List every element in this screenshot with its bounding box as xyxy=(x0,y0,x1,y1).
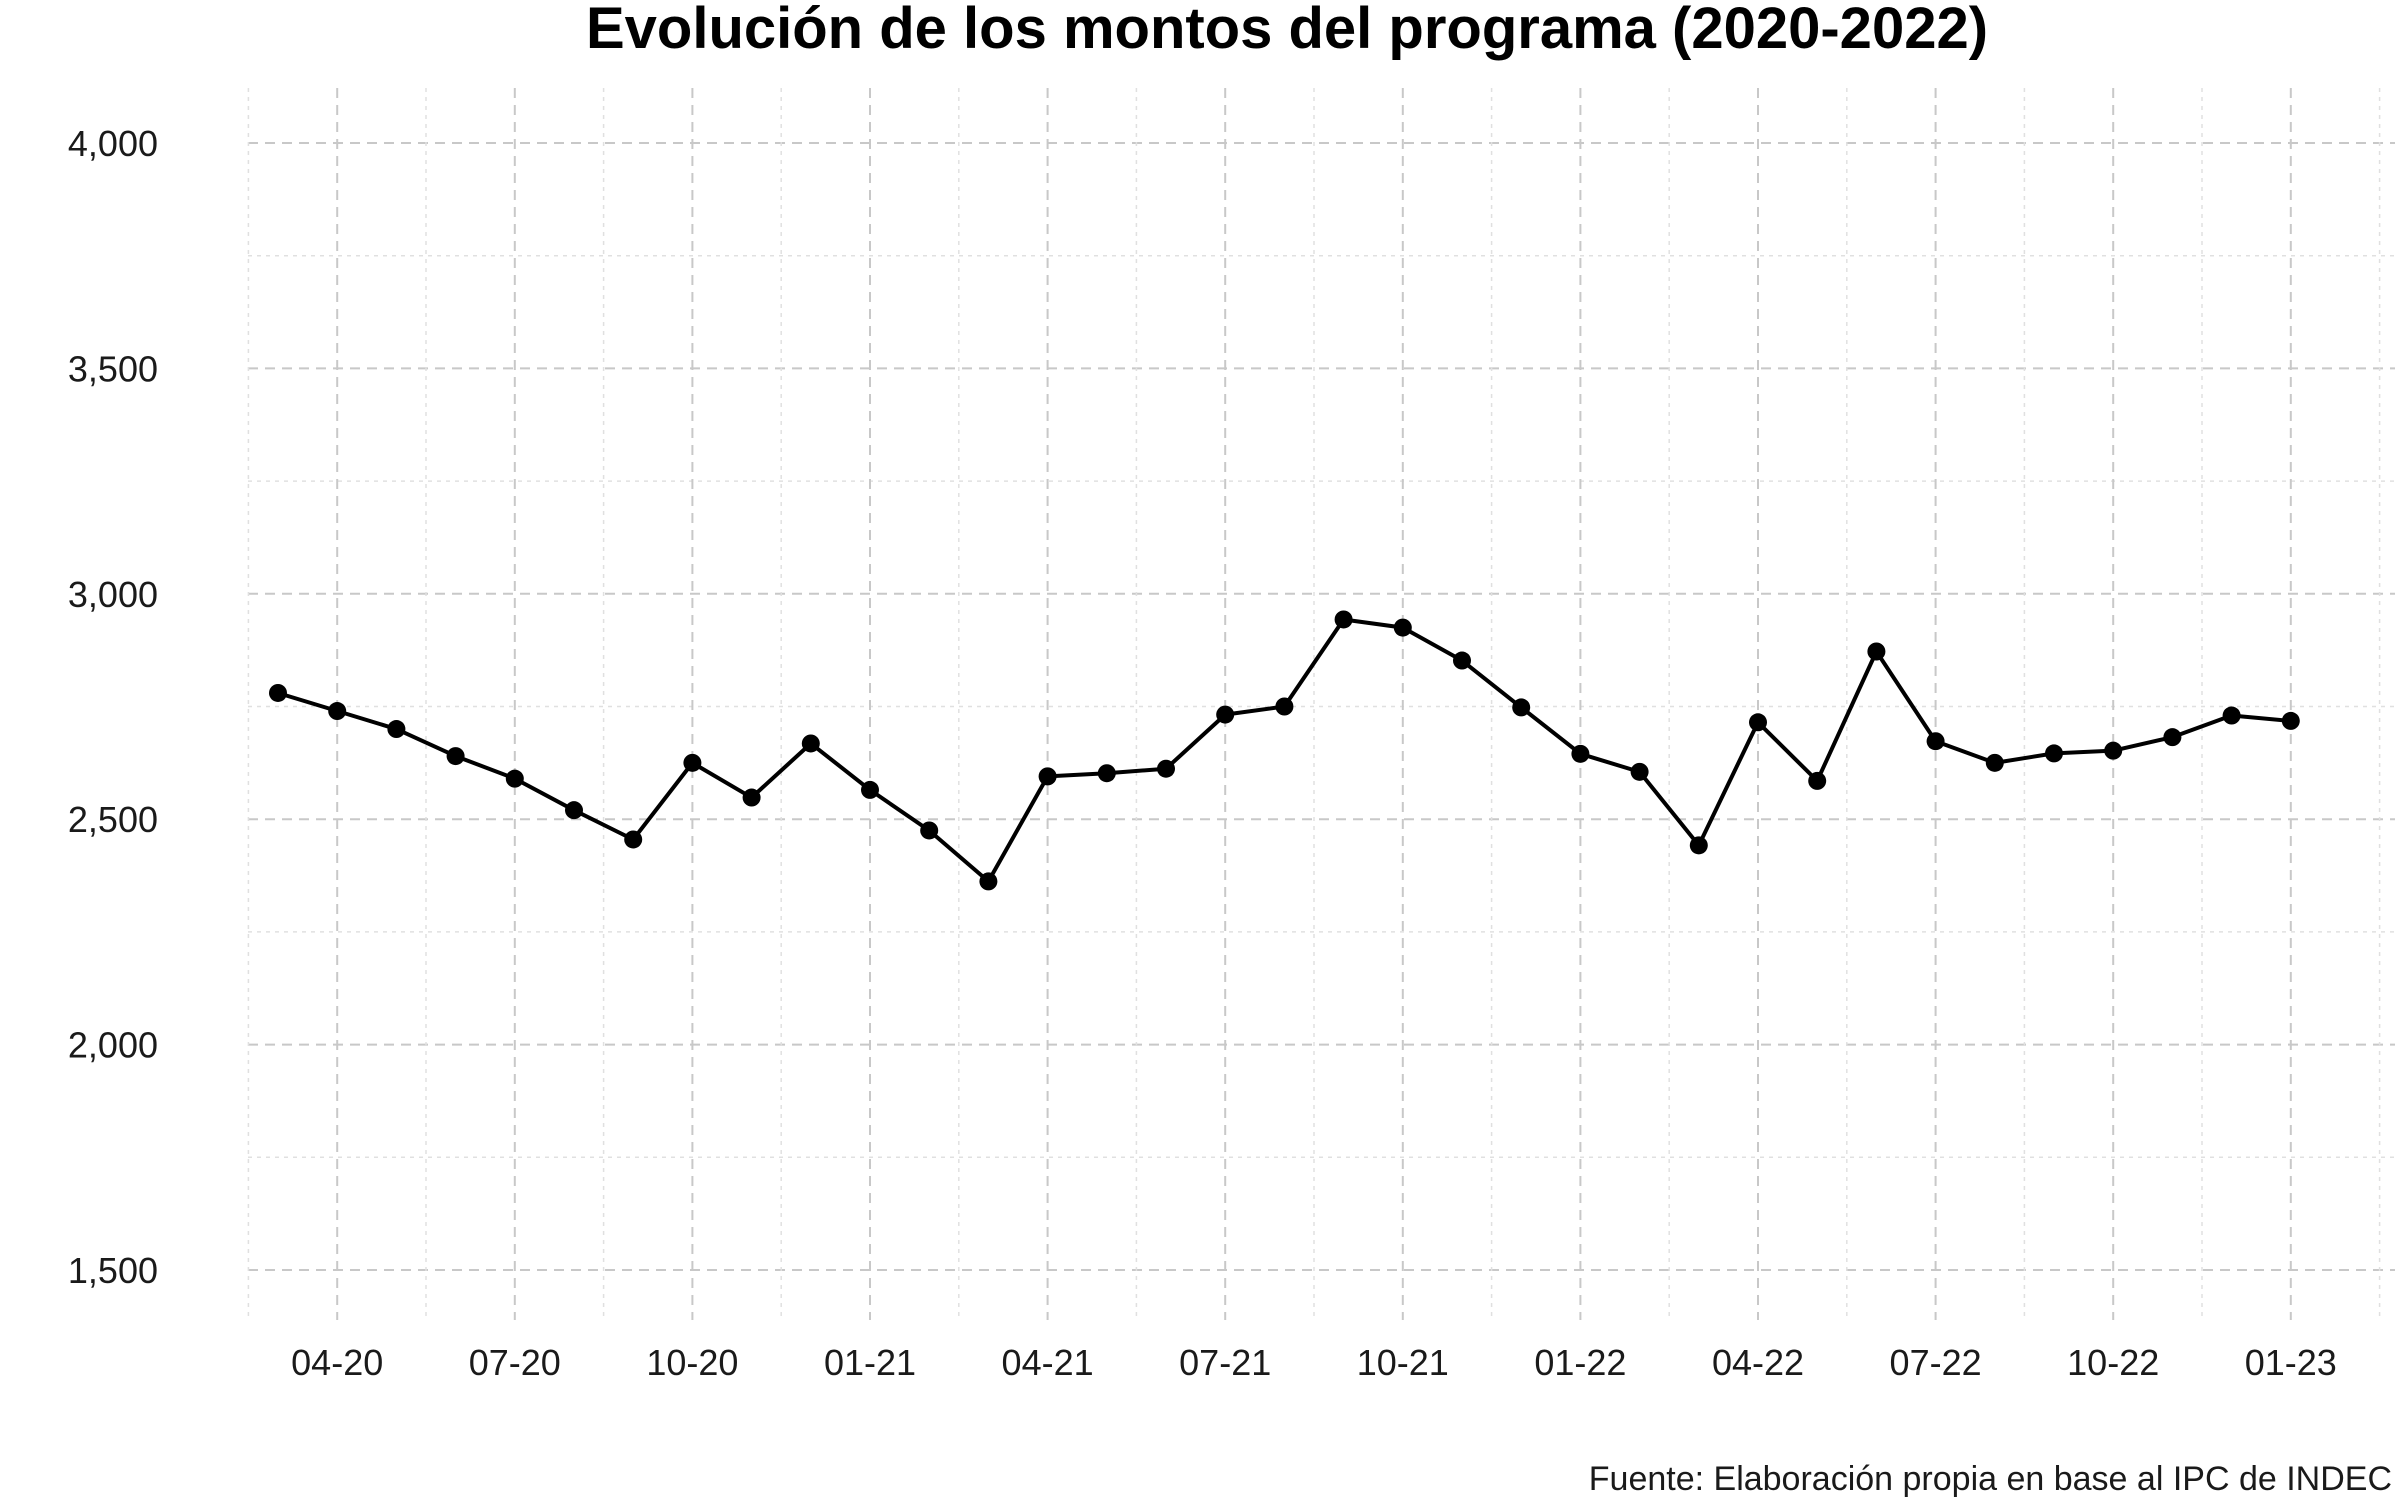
x-tick-label: 04-22 xyxy=(1712,1342,1804,1383)
data-point xyxy=(2104,741,2123,760)
data-point xyxy=(565,801,583,820)
grid-lines xyxy=(247,88,2395,1320)
data-point xyxy=(1097,764,1116,783)
x-tick-label: 04-21 xyxy=(1002,1342,1094,1383)
y-tick-label: 4,000 xyxy=(68,123,158,164)
series-line-group xyxy=(269,610,2300,891)
data-point xyxy=(446,747,465,766)
x-tick-label: 04-20 xyxy=(291,1342,383,1383)
data-point xyxy=(505,769,524,788)
data-point xyxy=(1334,610,1353,629)
data-point xyxy=(861,780,879,799)
y-tick-label: 2,500 xyxy=(68,799,158,840)
x-tick-label: 10-22 xyxy=(2067,1342,2159,1383)
x-tick-label: 10-20 xyxy=(646,1342,738,1383)
data-point xyxy=(269,683,287,702)
x-tick-label: 01-22 xyxy=(1534,1342,1626,1383)
series-line xyxy=(277,617,2291,884)
y-tick-label: 3,000 xyxy=(68,574,158,615)
data-point xyxy=(920,821,939,840)
data-point xyxy=(742,788,761,807)
x-tick-label: 07-20 xyxy=(469,1342,561,1383)
data-point xyxy=(2045,744,2063,763)
data-point xyxy=(801,734,820,753)
x-tick-label: 10-21 xyxy=(1357,1342,1449,1383)
data-point xyxy=(328,702,347,721)
data-point xyxy=(2222,706,2241,725)
data-point xyxy=(1512,698,1531,717)
y-tick-label: 2,000 xyxy=(68,1025,158,1066)
data-point xyxy=(1275,697,1294,716)
data-point xyxy=(979,872,998,891)
data-point xyxy=(1038,767,1057,786)
x-tick-label: 01-23 xyxy=(2245,1342,2337,1383)
data-point xyxy=(624,830,643,849)
data-point xyxy=(1157,759,1175,778)
data-point xyxy=(1453,651,1471,670)
data-point xyxy=(2281,711,2300,730)
x-tick-label: 07-21 xyxy=(1179,1342,1271,1383)
y-tick-label: 1,500 xyxy=(68,1250,158,1291)
data-point xyxy=(1571,744,1590,763)
chart-caption: Fuente: Elaboración propia en base al IP… xyxy=(1589,1460,2392,1498)
x-tick-label: 07-22 xyxy=(1890,1342,1982,1383)
axis-labels: 1,500 2,000 2,500 3,000 3,500 4,000 04-20 07-20… xyxy=(68,123,2337,1383)
data-point xyxy=(1630,762,1649,781)
data-point xyxy=(2163,728,2182,747)
data-point xyxy=(1867,642,1886,661)
data-point xyxy=(683,753,702,772)
data-point xyxy=(387,720,406,739)
chart-title: Evolución de los montos del programa (20… xyxy=(586,0,1988,61)
data-point xyxy=(1985,753,2004,772)
data-point xyxy=(1749,713,1767,732)
data-point xyxy=(1926,732,1945,751)
x-tick-label: 01-21 xyxy=(824,1342,916,1383)
data-point xyxy=(1689,836,1708,855)
data-point xyxy=(1216,705,1235,724)
y-tick-label: 3,500 xyxy=(68,348,158,389)
data-point xyxy=(1393,618,1412,637)
data-point xyxy=(1808,771,1827,790)
